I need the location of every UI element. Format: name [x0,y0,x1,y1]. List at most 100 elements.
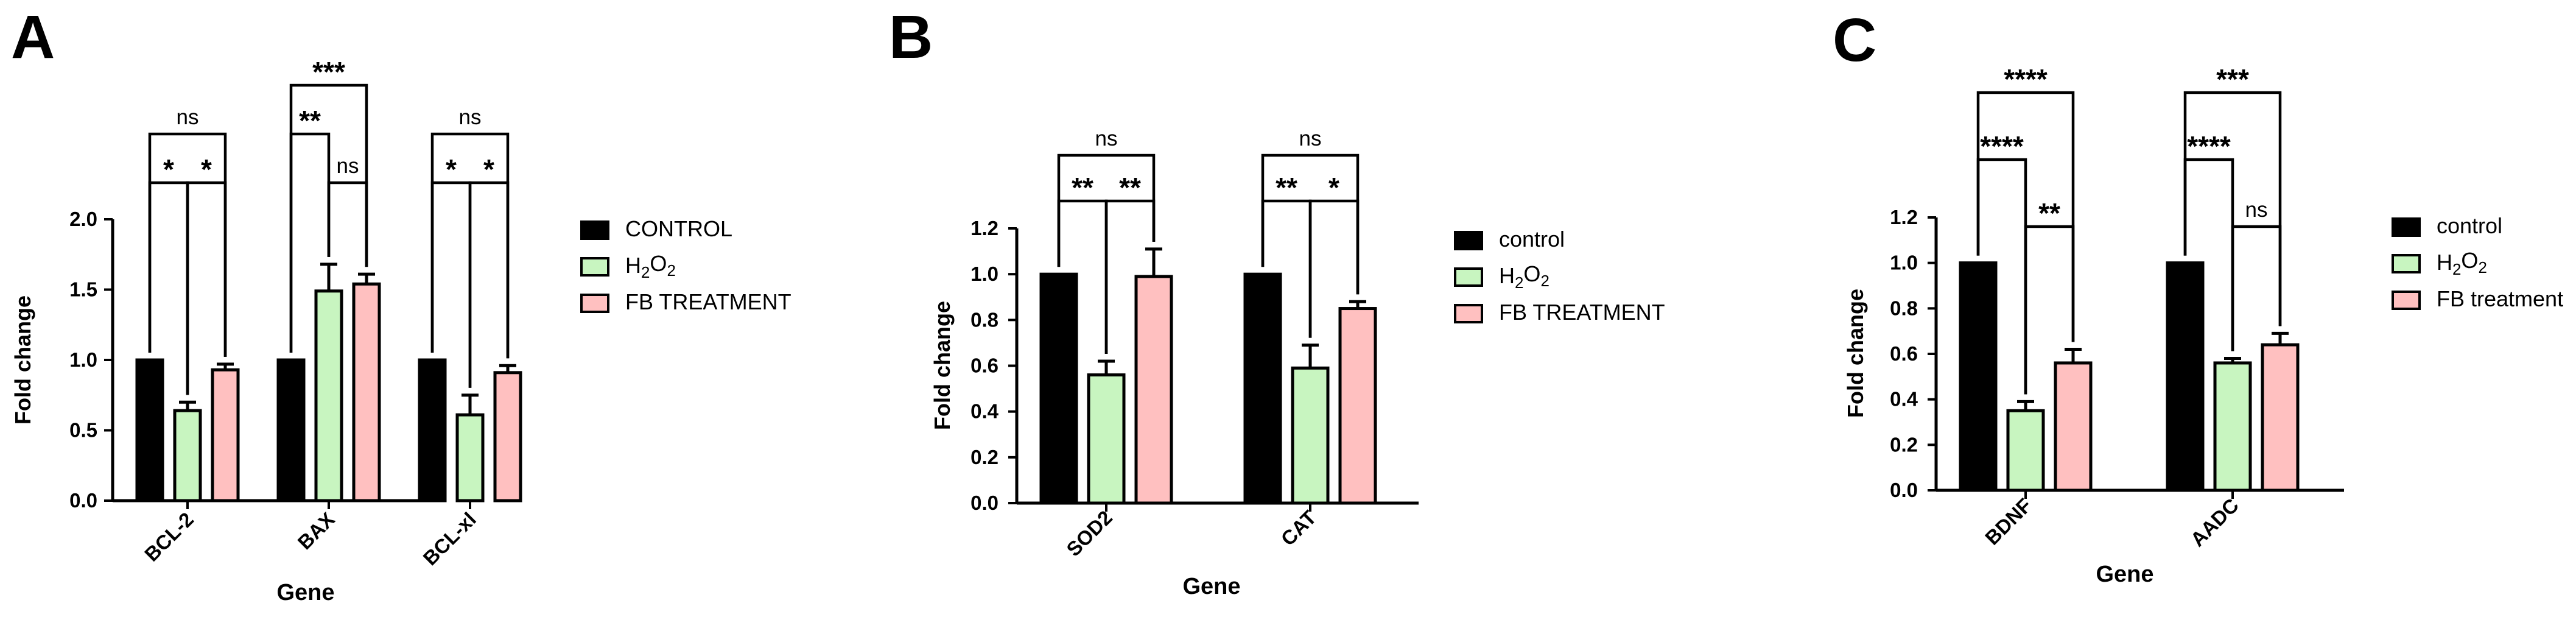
bar-bdnf-0 [1959,261,1998,492]
significance-label: *** [2216,63,2249,95]
bar-sod2-1 [1087,373,1126,505]
y-tick-label: 2.0 [69,208,97,230]
significance-label: ** [299,105,321,136]
bar-bcl-2-2 [211,368,240,502]
legend-swatch-0 [580,220,609,240]
y-tick-label: 0.8 [970,308,998,331]
significance-label: * [446,153,457,185]
y-tick-label: 1.0 [1890,252,1918,274]
bar-bdnf-2 [2054,361,2093,492]
legend-label-1: H2O2 [1499,261,1549,292]
y-tick-label: 1.0 [69,348,97,371]
bar-bcl-2-1 [173,409,202,502]
x-tick-label: CAT [1277,506,1321,550]
x-axis-label: Gene [276,580,334,605]
legend-swatch-0 [1454,231,1483,250]
bar-aadc-1 [2213,361,2252,492]
y-tick-label: 0.5 [69,419,97,442]
significance-label: **** [2004,63,2048,95]
y-tick-label: 0.6 [1890,342,1918,365]
y-tick-label: 0.0 [69,489,97,512]
y-axis-label: Fold change [930,301,955,430]
significance-bracket [468,181,510,388]
bar-sod2-0 [1039,272,1078,505]
significance-label: * [201,153,212,185]
bar-bdnf-1 [2006,409,2045,492]
x-axis-label: Gene [2096,562,2153,587]
panel-label: A [11,3,55,71]
x-tick-label: BCL-xl [419,508,480,569]
significance-bracket [327,181,368,267]
significance-label: ns [337,154,359,178]
bar-bax-2 [352,282,381,502]
significance-label: ns [1299,127,1322,150]
y-tick-label: 1.0 [970,263,998,285]
legend-swatch-1 [2392,254,2421,273]
y-tick-label: 0.2 [970,446,998,468]
significance-label: * [163,153,174,185]
legend-swatch-1 [1454,267,1483,287]
y-tick-label: 0.6 [970,354,998,377]
y-tick-label: 1.2 [1890,206,1918,228]
y-tick-label: 0.4 [1890,388,1918,411]
legend-swatch-0 [2392,217,2421,237]
y-tick-label: 1.5 [69,278,97,301]
x-tick-label: AADC [2186,494,2243,551]
chart-panel-a: A 0.0 0.5 1.0 1.5 2.0 Fold change BCL-2 BAX BCL-x… [10,3,791,605]
significance-bracket [289,83,368,353]
significance-label: **** [1980,130,2024,162]
legend-label-0: control [2437,213,2502,238]
significance-bracket [1057,153,1156,267]
significance-label: ** [1119,172,1141,203]
legend-label-1: H2O2 [625,251,676,281]
significance-label: ** [1276,172,1297,203]
legend-swatch-2 [580,294,609,313]
significance-label: * [483,153,494,185]
y-tick-label: 0.8 [1890,297,1918,319]
bar-sod2-2 [1134,275,1173,505]
legend-swatch-1 [580,257,609,277]
bar-bcl-xl-0 [418,358,447,502]
bar-bcl-2-0 [135,358,164,502]
significance-label: ns [1095,127,1118,150]
significance-label: ns [459,105,482,129]
significance-bracket [2183,91,2282,326]
bar-bcl-xl-2 [493,371,522,502]
panel-label: C [1833,6,1876,74]
legend-label-0: control [1499,227,1565,252]
legend-label-2: FB TREATMENT [1499,300,1665,325]
y-tick-label: 0.0 [1890,479,1918,501]
significance-label: ns [2245,198,2268,222]
bar-cat-2 [1338,307,1377,505]
significance-label: ** [2038,197,2060,229]
bar-bcl-xl-1 [455,413,485,502]
bar-aadc-2 [2261,343,2300,492]
legend-swatch-2 [1454,304,1483,323]
legend-swatch-2 [2392,291,2421,310]
legend-label-1: H2O2 [2437,248,2487,278]
x-tick-label: SOD2 [1062,506,1117,561]
panel-label: B [889,3,933,71]
chart-panel-b: B 0.0 0.2 0.4 0.6 0.8 1.0 1.2 Fold change SOD2 CAT… [889,3,1665,599]
significance-label: *** [312,56,345,88]
significance-label: ** [1072,172,1093,203]
y-tick-label: 0.0 [970,492,998,514]
significance-label: ns [177,105,199,129]
y-tick-label: 0.2 [1890,433,1918,456]
x-axis-label: Gene [1182,574,1240,599]
x-tick-label: BDNF [1981,494,2036,549]
significance-label: * [1328,172,1339,203]
significance-bracket [1261,153,1360,295]
legend-label-2: FB treatment [2437,286,2563,311]
legend-label-0: CONTROL [625,216,732,241]
significance-bracket [430,181,472,388]
chart-panel-c: C 0.0 0.2 0.4 0.6 0.8 1.0 1.2 Fold change BDNF AAD… [1833,6,2563,587]
y-tick-label: 1.2 [970,217,998,239]
significance-bracket [148,132,227,357]
significance-bracket [1976,91,2075,342]
legend-label-2: FB TREATMENT [625,289,791,314]
y-axis-label: Fold change [1843,289,1868,418]
bar-cat-1 [1291,366,1330,505]
